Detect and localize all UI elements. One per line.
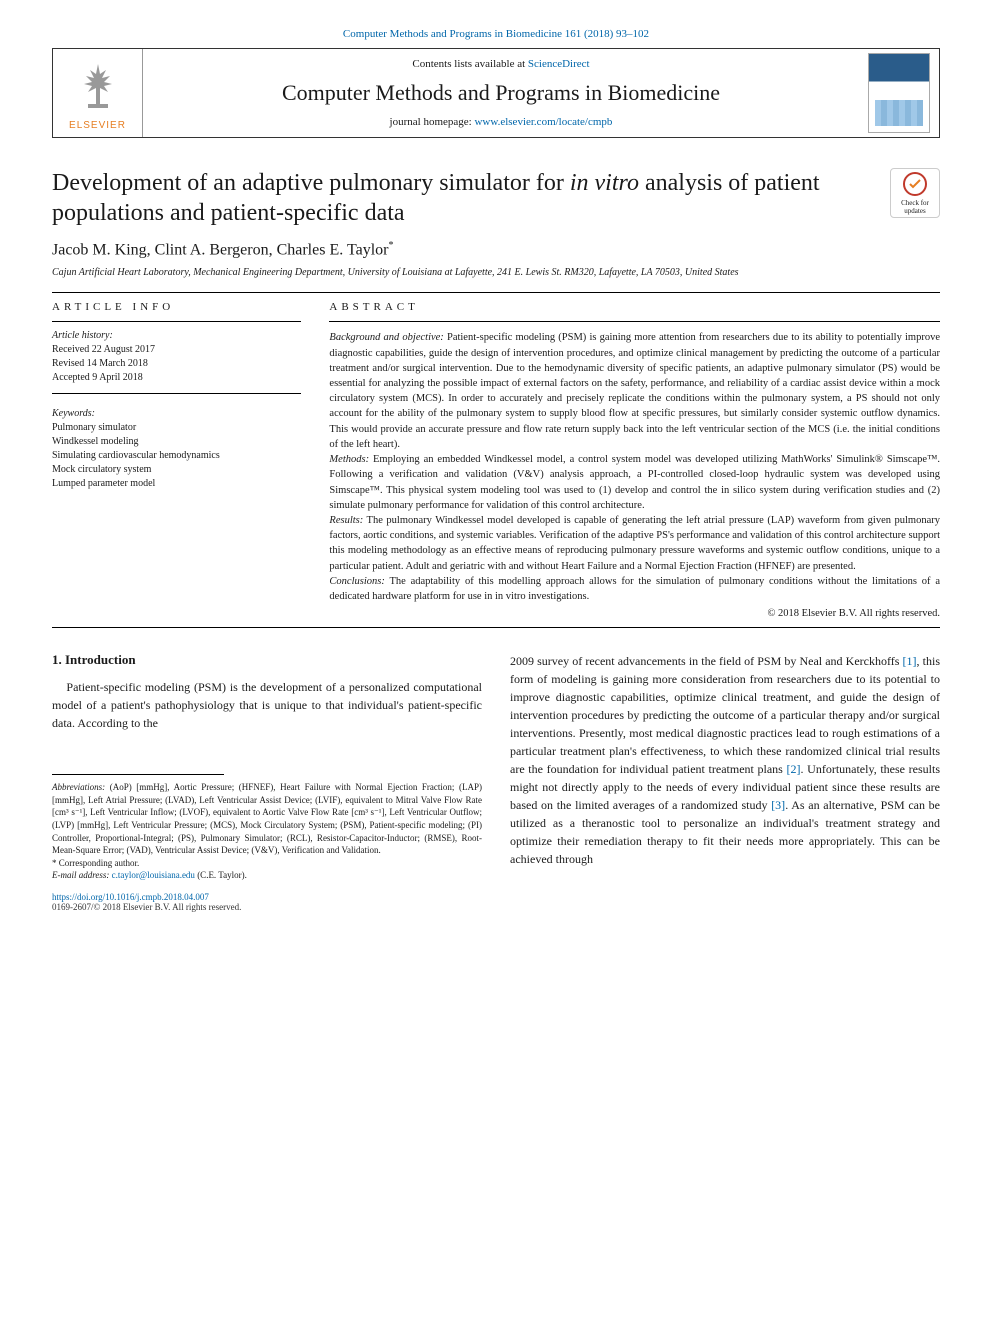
doi-link[interactable]: https://doi.org/10.1016/j.cmpb.2018.04.0…	[52, 892, 482, 902]
check-updates-label: Check for updates	[893, 199, 937, 215]
journal-header-box: ELSEVIER Contents lists available at Sci…	[52, 48, 940, 138]
keyword-3: Simulating cardiovascular hemodynamics	[52, 449, 301, 463]
journal-name: Computer Methods and Programs in Biomedi…	[153, 80, 849, 106]
methods-label: Methods:	[329, 454, 369, 465]
corresponding-marker: *	[388, 240, 393, 251]
email-link[interactable]: c.taylor@louisiana.edu	[109, 870, 197, 880]
title-part1: Development of an adaptive pulmonary sim…	[52, 170, 570, 196]
affiliation: Cajun Artificial Heart Laboratory, Mecha…	[52, 267, 940, 278]
intro-heading: 1. Introduction	[52, 652, 482, 668]
authors-line: Jacob M. King, Clint A. Bergeron, Charle…	[52, 240, 940, 259]
methods-text: Employing an embedded Windkessel model, …	[329, 454, 940, 511]
keywords-block: Keywords: Pulmonary simulator Windkessel…	[52, 408, 301, 491]
ref-1-link[interactable]: [1]	[903, 654, 917, 668]
check-updates-icon	[902, 171, 928, 197]
received-date: Received 22 August 2017	[52, 343, 301, 357]
keywords-label: Keywords:	[52, 408, 301, 419]
ref-3-link[interactable]: [3]	[771, 798, 785, 812]
title-italic: in vitro	[570, 170, 639, 196]
rule-top	[52, 292, 940, 293]
page-container: Computer Methods and Programs in Biomedi…	[0, 0, 992, 952]
keyword-4: Mock circulatory system	[52, 463, 301, 477]
journal-cover-icon	[868, 53, 930, 133]
intro-columns: 1. Introduction Patient-specific modelin…	[52, 652, 940, 912]
rule-abstract	[329, 321, 940, 322]
right-para-2: , this form of modeling is gaining more …	[510, 654, 940, 776]
citation-line: Computer Methods and Programs in Biomedi…	[52, 28, 940, 40]
results-text: The pulmonary Windkessel model developed…	[329, 515, 940, 572]
cover-thumb-block	[859, 49, 939, 137]
elsevier-label: ELSEVIER	[69, 120, 126, 131]
intro-right-para: 2009 survey of recent advancements in th…	[510, 652, 940, 868]
email-label: E-mail address:	[52, 870, 109, 880]
intro-left-column: 1. Introduction Patient-specific modelin…	[52, 652, 482, 912]
article-info-heading: ARTICLE INFO	[52, 301, 301, 313]
revised-date: Revised 14 March 2018	[52, 357, 301, 371]
ref-2-link[interactable]: [2]	[787, 762, 801, 776]
info-abstract-row: ARTICLE INFO Article history: Received 2…	[52, 301, 940, 619]
abstract-heading: ABSTRACT	[329, 301, 940, 313]
contents-prefix: Contents lists available at	[412, 58, 527, 70]
bg-label: Background and objective:	[329, 332, 443, 343]
history-block: Article history: Received 22 August 2017…	[52, 330, 301, 385]
rule-bottom	[52, 627, 940, 628]
abstract-copyright: © 2018 Elsevier B.V. All rights reserved…	[329, 608, 940, 619]
contents-line: Contents lists available at ScienceDirec…	[153, 58, 849, 70]
homepage-prefix: journal homepage:	[390, 116, 475, 128]
email-suffix: (C.E. Taylor).	[197, 870, 247, 880]
title-block: Development of an adaptive pulmonary sim…	[52, 168, 940, 228]
homepage-line: journal homepage: www.elsevier.com/locat…	[153, 116, 849, 128]
right-para-1: 2009 survey of recent advancements in th…	[510, 654, 903, 668]
homepage-link[interactable]: www.elsevier.com/locate/cmpb	[474, 116, 612, 128]
elsevier-tree-icon	[68, 56, 128, 116]
rule-info	[52, 321, 301, 322]
abstract-column: ABSTRACT Background and objective: Patie…	[329, 301, 940, 619]
keyword-1: Pulmonary simulator	[52, 421, 301, 435]
abbrev-text: (AoP) [mmHg], Aortic Pressure; (HFNEF), …	[52, 782, 482, 855]
corresponding-footnote: * Corresponding author.	[52, 857, 482, 870]
check-updates-badge[interactable]: Check for updates	[890, 168, 940, 218]
sciencedirect-link[interactable]: ScienceDirect	[528, 58, 590, 70]
bg-text: Patient-specific modeling (PSM) is gaini…	[329, 332, 940, 450]
author-names: Jacob M. King, Clint A. Bergeron, Charle…	[52, 241, 388, 258]
abbrev-label: Abbreviations:	[52, 782, 105, 792]
intro-right-column: 2009 survey of recent advancements in th…	[510, 652, 940, 912]
header-center: Contents lists available at ScienceDirec…	[143, 49, 859, 137]
conclusions-label: Conclusions:	[329, 576, 384, 587]
accepted-date: Accepted 9 April 2018	[52, 371, 301, 385]
conclusions-text: The adaptability of this modelling appro…	[329, 576, 940, 602]
issn-copyright: 0169-2607/© 2018 Elsevier B.V. All right…	[52, 902, 482, 912]
keyword-2: Windkessel modeling	[52, 435, 301, 449]
results-label: Results:	[329, 515, 363, 526]
article-info-column: ARTICLE INFO Article history: Received 2…	[52, 301, 301, 619]
rule-keywords	[52, 393, 301, 394]
keyword-5: Lumped parameter model	[52, 477, 301, 491]
elsevier-logo-block: ELSEVIER	[53, 49, 143, 137]
footnote-rule	[52, 774, 224, 775]
abstract-body: Background and objective: Patient-specif…	[329, 330, 940, 604]
history-label: Article history:	[52, 330, 301, 341]
intro-left-para: Patient-specific modeling (PSM) is the d…	[52, 678, 482, 732]
abbreviations-footnote: Abbreviations: (AoP) [mmHg], Aortic Pres…	[52, 781, 482, 857]
email-footnote: E-mail address: c.taylor@louisiana.edu (…	[52, 869, 482, 882]
article-title: Development of an adaptive pulmonary sim…	[52, 168, 890, 228]
